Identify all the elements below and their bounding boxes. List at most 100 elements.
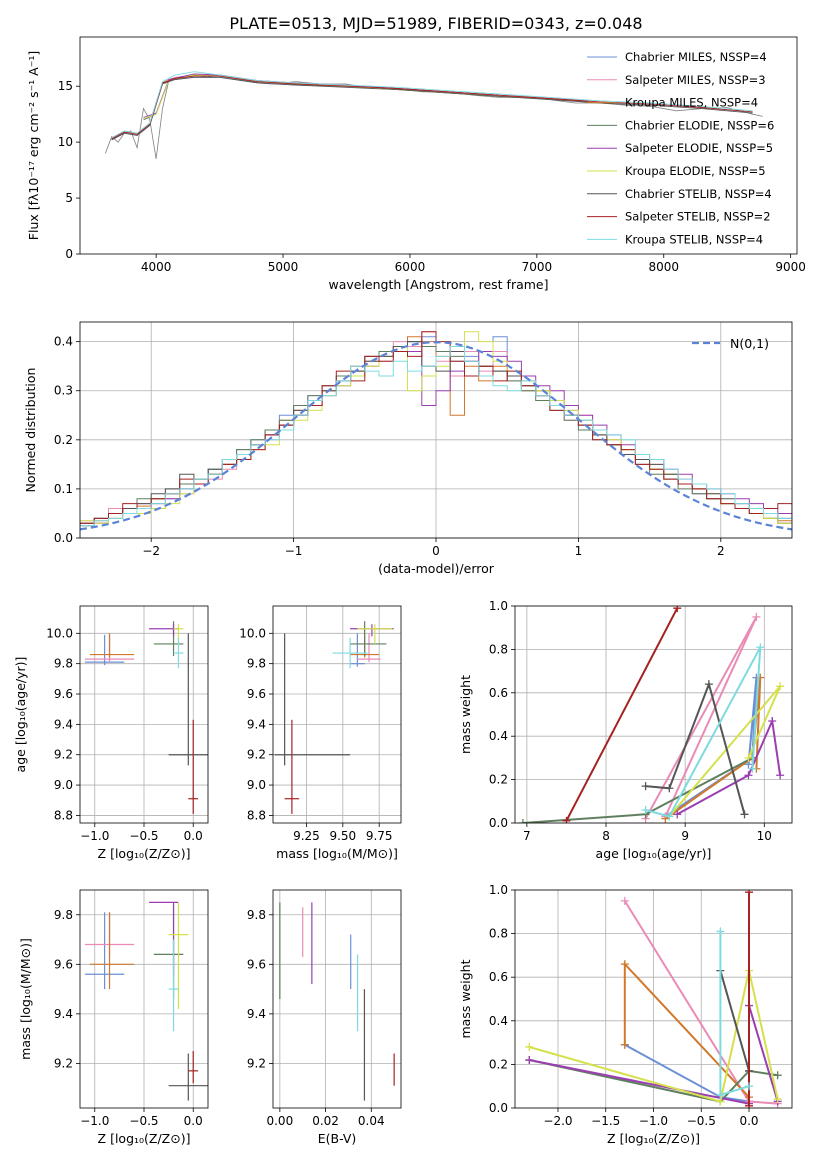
x-tick-label: 10 (757, 829, 772, 843)
axes-frame (272, 605, 402, 824)
panel-mass_vs_EBV: 0.00 0.02 0.04 9.2 9.4 9.6 9.8 E(B-V) (247, 889, 402, 1146)
panel-age_vs_mass: 9.25 9.50 9.75 8.8 9.0 9.2 9.4 9.6 9.8 10.0 mass [… (239, 605, 402, 861)
plus-marker (744, 753, 753, 762)
x-tick-label: 5000 (268, 260, 299, 274)
x-tick-label: −1 (285, 544, 303, 558)
panel-massweight_vs_Z: −2.0 −1.5 −1.0 −0.5 0.0 0.0 0.2 0.4 0.6 0.8 1.0 Z [… (458, 883, 793, 1146)
y-tick-label: 10.0 (239, 626, 266, 640)
figure-title: PLATE=0513, MJD=51989, FIBERID=0343, z=0… (229, 14, 642, 33)
legend-label: Chabrier STELIB, NSSP=4 (625, 187, 772, 201)
x-tick-label: 7000 (522, 260, 553, 274)
plus-marker (562, 816, 571, 823)
x-tick-label: 0.0 (184, 829, 203, 843)
x-tick-label: −2 (142, 544, 160, 558)
plus-marker (740, 810, 749, 819)
y-tick-label: 9.8 (54, 908, 73, 922)
panel-residuals: −2 −1 0 1 2 0.0 0.1 0.2 0.3 0.4 (data-model)/error… (23, 321, 793, 576)
y-tick-label: 9.6 (247, 687, 266, 701)
x-tick-label: 9000 (775, 260, 806, 274)
plus-marker (716, 927, 725, 936)
x-tick-label: −0.5 (687, 1114, 716, 1128)
plus-marker (756, 643, 765, 652)
y-tick-label: 0 (65, 247, 73, 261)
legend-label: Salpeter STELIB, NSSP=2 (625, 210, 771, 224)
plus-marker (745, 890, 754, 897)
x-tick-label: 0.0 (184, 1114, 203, 1128)
y-tick-label: 9.2 (247, 748, 266, 762)
plot-area (105, 71, 763, 159)
x-tick-label: 7 (523, 829, 531, 843)
mass-weight-line (676, 717, 782, 816)
plus-marker (716, 1090, 725, 1099)
plus-marker (768, 717, 777, 726)
legend-label: Salpeter ELODIE, NSSP=5 (625, 141, 773, 155)
model-spectrum-line (143, 73, 499, 118)
axes-frame (79, 889, 209, 1109)
x-tick-label: 8000 (648, 260, 679, 274)
plus-marker (752, 612, 761, 621)
y-tick-label: 0.2 (489, 773, 508, 787)
y-tick-label: 9.4 (54, 1007, 73, 1021)
plus-marker (525, 1056, 534, 1065)
plus-marker (773, 1095, 782, 1104)
mass-weight-line (668, 685, 782, 818)
mass-weight-line (719, 970, 750, 1072)
axes-frame (79, 605, 209, 824)
y-tick-label: 0.3 (54, 384, 73, 398)
y-tick-label: 9.8 (247, 657, 266, 671)
plus-marker (641, 805, 650, 814)
x-tick-label: −1.5 (591, 1114, 620, 1128)
axes-frame (514, 889, 793, 1109)
axes-frame (272, 889, 402, 1109)
y-tick-label: 0.8 (489, 642, 508, 656)
x-tick-label: 9.50 (329, 829, 356, 843)
y-tick-label: 9.0 (247, 778, 266, 792)
plus-marker (525, 1042, 534, 1051)
legend-label: Chabrier ELODIE, NSSP=6 (625, 118, 774, 132)
y-tick-label: 9.2 (247, 1056, 266, 1070)
y-tick-label: 9.2 (54, 748, 73, 762)
x-axis-label: age [log₁₀(age/yr)] (596, 846, 712, 861)
y-tick-label: 9.6 (247, 957, 266, 971)
y-tick-label: 0.0 (54, 531, 73, 545)
plus-marker (641, 782, 650, 791)
x-tick-label: 9.75 (366, 829, 393, 843)
gaussian-reference-curve (80, 341, 792, 531)
x-tick-label: 8 (602, 829, 610, 843)
y-tick-label: 0.2 (54, 433, 73, 447)
x-axis-label: Z [log₁₀(Z/Z⊙)] (98, 846, 191, 861)
panel-mass_vs_Z: −1.0 −0.5 0.0 9.2 9.4 9.6 9.8 Z [log₁₀(Z/Z⊙)] ma… (18, 889, 209, 1146)
x-tick-label: −0.5 (129, 829, 158, 843)
x-tick-label: 9 (681, 829, 689, 843)
model-spectrum-line (143, 74, 499, 120)
plot-area (279, 902, 395, 1101)
panel-spectrum: 4000 5000 6000 7000 8000 9000 0 5 10 15 wavelength… (26, 36, 806, 292)
y-axis-label: Normed distribution (23, 368, 38, 493)
plot-area (80, 331, 792, 538)
mass-weight-line (645, 646, 762, 818)
plot-area (274, 621, 394, 814)
x-axis-label: Z [log₁₀(Z/Z⊙)] (98, 1131, 191, 1146)
x-tick-label: 0.02 (312, 1114, 339, 1128)
y-tick-label: 9.6 (54, 687, 73, 701)
plot-area (84, 621, 208, 814)
legend: Chabrier MILES, NSSP=4 Salpeter MILES, NS… (587, 50, 774, 246)
x-axis-label: E(B-V) (318, 1131, 357, 1146)
plus-marker (620, 896, 629, 905)
x-tick-label: 6000 (395, 260, 426, 274)
legend-label: Kroupa STELIB, NSSP=4 (625, 232, 763, 246)
y-tick-label: 8.8 (54, 808, 73, 822)
x-axis-label: mass [log₁₀(M/M⊙)] (276, 846, 398, 861)
legend-label: N(0,1) (730, 336, 769, 351)
x-tick-label: 0.0 (739, 1114, 758, 1128)
panel-massweight_vs_age: 7 8 9 10 0.0 0.2 0.4 0.6 0.8 1.0 age [log₁₀(age/yr… (458, 599, 793, 861)
y-tick-label: 0.1 (54, 482, 73, 496)
histogram-step (80, 346, 792, 538)
model-spectrum-line (111, 71, 753, 139)
y-tick-label: 9.0 (54, 778, 73, 792)
panel-age_vs_Z: −1.0 −0.5 0.0 8.8 9.0 9.2 9.4 9.6 9.8 10.0 Z [log₁… (13, 605, 209, 861)
y-tick-label: 1.0 (489, 599, 508, 613)
legend-label: Chabrier MILES, NSSP=4 (625, 50, 767, 64)
plus-marker (776, 771, 785, 780)
plus-marker (776, 682, 785, 691)
